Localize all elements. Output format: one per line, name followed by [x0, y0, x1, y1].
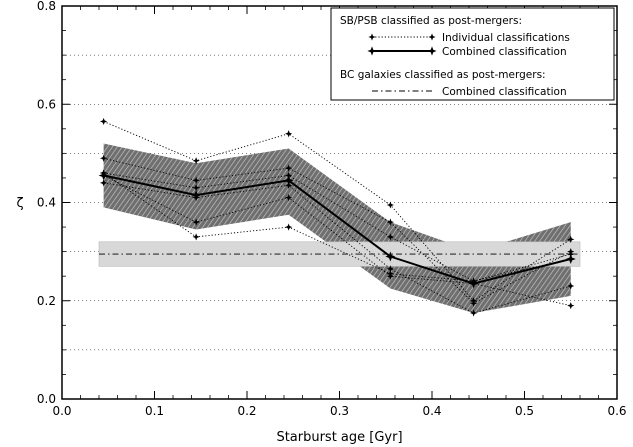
legend-heading-bc: BC galaxies classified as post-mergers: [340, 69, 546, 81]
individual-point-0-3 [386, 201, 394, 209]
legend-entry-combined: Combined classification [442, 46, 567, 58]
individual-series-line-5 [103, 172, 571, 282]
data-series [98, 117, 580, 317]
individual-point-5-3 [386, 270, 394, 278]
individual-point-3-4 [470, 309, 478, 317]
x-tick-label-5: 0.5 [515, 404, 534, 418]
x-tick-label-0: 0.0 [52, 404, 71, 418]
axis-ticks: 0.0 0.1 0.2 0.3 0.4 0.5 0.6 0.0 0.2 0.4 0.6 0.8 [37, 0, 627, 418]
individual-point-2-1 [192, 184, 200, 192]
individual-point-1-2 [285, 164, 293, 172]
combined-point-3 [385, 251, 396, 262]
individual-series-line-2 [103, 172, 571, 282]
combined-uncertainty-band [103, 143, 571, 314]
legend-entry-bc: Combined classification [442, 86, 567, 98]
combined-point-2 [283, 175, 294, 186]
individual-point-1-3 [386, 218, 394, 226]
combined-point-0 [98, 170, 109, 181]
legend-individual-marker-right [428, 33, 436, 41]
legend: SB/PSB classified as post-mergers: Indiv… [330, 7, 615, 101]
legend-combined-marker-right [427, 46, 437, 56]
y-tick-label-0: 0.0 [37, 392, 56, 406]
individual-series-line-0 [103, 121, 571, 302]
individual-point-1-4 [470, 299, 478, 307]
legend-entry-individual: Individual classifications [442, 32, 570, 44]
x-tick-label-1: 0.1 [145, 404, 164, 418]
combined-point-4 [468, 278, 479, 289]
individual-point-4-5 [567, 302, 575, 310]
individual-series-line-3 [103, 182, 571, 314]
x-axis-label: Starburst age [Gyr] [276, 430, 402, 445]
individual-series-line-4 [103, 175, 571, 307]
x-tick-label-3: 0.3 [330, 404, 349, 418]
legend-sample-combined [367, 46, 437, 56]
individual-point-0-2 [285, 130, 293, 138]
individual-point-4-2 [285, 193, 293, 202]
individual-point-3-5 [567, 282, 575, 290]
legend-box [330, 7, 615, 101]
y-tick-label-4: 0.8 [37, 0, 56, 13]
individual-point-2-3 [386, 233, 394, 241]
individual-point-0-0 [100, 117, 108, 126]
y-tick-label-2: 0.4 [37, 196, 56, 210]
y-tick-label-3: 0.6 [37, 97, 56, 111]
combined-point-5 [565, 253, 576, 264]
legend-heading-sb: SB/PSB classified as post-mergers: [340, 15, 522, 27]
legend-individual-marker-left [368, 33, 376, 41]
individual-point-5-2 [285, 223, 293, 231]
x-tick-label-6: 0.6 [607, 404, 626, 418]
combined-series-line [103, 174, 571, 285]
individual-point-1-0 [100, 154, 108, 162]
individual-point-1-1 [192, 176, 200, 184]
legend-combined-marker-left [367, 46, 377, 56]
individual-point-3-3 [386, 265, 394, 273]
individual-point-0-1 [192, 157, 200, 165]
y-axis-label: ζ [16, 196, 23, 211]
uncertainty-bands [98, 143, 581, 314]
y-tick-label-1: 0.2 [37, 294, 56, 308]
x-tick-label-2: 0.2 [237, 404, 256, 418]
combined-point-1 [191, 190, 202, 201]
individual-point-5-1 [192, 233, 200, 241]
individual-point-4-1 [192, 218, 200, 226]
x-tick-label-4: 0.4 [422, 404, 441, 418]
legend-sample-individual [368, 33, 436, 41]
individual-point-3-0 [100, 179, 108, 187]
individual-point-0-5 [567, 235, 575, 243]
